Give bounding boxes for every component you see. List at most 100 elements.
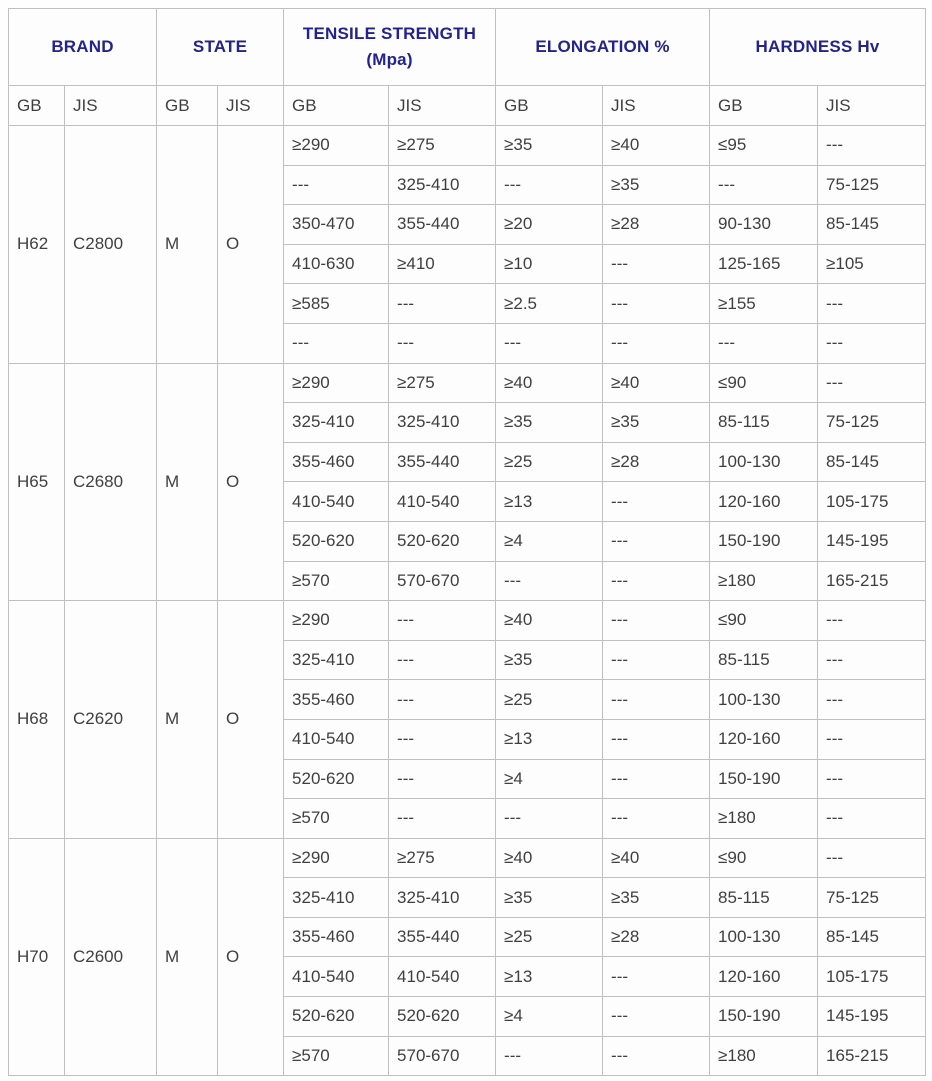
elongation-gb-cell: ≥13 xyxy=(495,481,604,522)
elongation-gb-cell: ≥2.5 xyxy=(495,283,604,324)
hardness-gb-cell: ≥180 xyxy=(709,798,819,839)
elongation-gb-cell: ≥35 xyxy=(495,639,604,681)
hardness-jis-cell: 145-195 xyxy=(817,520,927,562)
hardness-gb-cell: ≤95 xyxy=(709,125,819,166)
brand-gb-cell: H70 xyxy=(8,837,65,1077)
elongation-gb-cell: --- xyxy=(495,164,604,206)
elongation-gb-cell: ≥35 xyxy=(495,877,604,918)
tensile-jis-cell: --- xyxy=(388,322,497,364)
hardness-jis-cell: 85-145 xyxy=(817,916,927,958)
tensile-jis-cell: --- xyxy=(388,600,497,641)
tensile-gb-cell: --- xyxy=(283,322,390,364)
state-jis-cell: O xyxy=(217,837,285,1077)
hardness-jis-cell: --- xyxy=(817,283,927,324)
tensile-gb-cell: 410-540 xyxy=(283,718,390,760)
tensile-gb-cell: 355-460 xyxy=(283,679,390,720)
table-row: 410-630 ≥410 ≥10 --- 125-165 ≥105 xyxy=(9,243,927,285)
header-tensile-label: TENSILE STRENGTH xyxy=(302,24,477,43)
hardness-gb-cell: 85-115 xyxy=(709,402,819,443)
brand-jis-cell: C2600 xyxy=(63,837,158,1077)
hardness-jis-cell: --- xyxy=(817,758,927,800)
hardness-gb-cell: 100-130 xyxy=(709,916,819,958)
tensile-gb-cell: 325-410 xyxy=(283,639,390,681)
tensile-gb-cell: 410-540 xyxy=(283,481,390,522)
elongation-jis-cell: ≥40 xyxy=(602,837,711,879)
tensile-jis-cell: ≥275 xyxy=(388,362,497,404)
table-row: ≥570 570-670 --- --- ≥180 165-215 xyxy=(9,1035,927,1077)
hardness-gb-cell: --- xyxy=(709,322,819,364)
table-header: BRAND STATE TENSILE STRENGTH (Mpa) ELONG… xyxy=(7,8,927,126)
header-brand: BRAND xyxy=(7,8,158,86)
elongation-jis-cell: ≥35 xyxy=(602,164,711,206)
elongation-jis-cell: --- xyxy=(602,243,711,285)
tensile-jis-cell: --- xyxy=(388,283,497,324)
elongation-jis-cell: ≥40 xyxy=(602,362,711,404)
table-row: 355-460 355-440 ≥25 ≥28 100-130 85-145 xyxy=(9,441,927,483)
header-hardness: HARDNESS Hv xyxy=(709,8,927,86)
hardness-jis-cell: ≥105 xyxy=(817,243,927,285)
elongation-jis-cell: ≥35 xyxy=(602,402,711,443)
table-row: 350-470 355-440 ≥20 ≥28 90-130 85-145 xyxy=(9,204,927,245)
hardness-jis-cell: 165-215 xyxy=(817,1035,927,1077)
state-gb-cell: M xyxy=(156,362,219,602)
state-jis-cell: O xyxy=(217,125,285,364)
tensile-jis-cell: 325-410 xyxy=(388,164,497,206)
tensile-jis-cell: ≥275 xyxy=(388,837,497,879)
tensile-gb-cell: ≥290 xyxy=(283,600,390,641)
hardness-gb-cell: 90-130 xyxy=(709,204,819,245)
elongation-gb-cell: ≥10 xyxy=(495,243,604,285)
elongation-gb-cell: ≥35 xyxy=(495,402,604,443)
elongation-gb-cell: ≥4 xyxy=(495,996,604,1037)
hardness-jis-cell: 85-145 xyxy=(817,204,927,245)
tensile-jis-cell: 325-410 xyxy=(388,402,497,443)
tensile-jis-cell: ≥410 xyxy=(388,243,497,285)
table-row: 325-410 325-410 ≥35 ≥35 85-115 75-125 xyxy=(9,402,927,443)
tensile-gb-cell: ≥570 xyxy=(283,798,390,839)
elongation-gb-cell: ≥25 xyxy=(495,916,604,958)
tensile-jis-cell: 355-440 xyxy=(388,916,497,958)
state-gb-cell: M xyxy=(156,837,219,1077)
tensile-jis-cell: 410-540 xyxy=(388,481,497,522)
hardness-gb-cell: 150-190 xyxy=(709,758,819,800)
elongation-gb-cell: ≥25 xyxy=(495,679,604,720)
table-row: 410-540 410-540 ≥13 --- 120-160 105-175 xyxy=(9,481,927,522)
elongation-jis-cell: ≥35 xyxy=(602,877,711,918)
hardness-gb-cell: 85-115 xyxy=(709,877,819,918)
subheader-elongation-gb: GB xyxy=(495,85,604,126)
elongation-gb-cell: ≥13 xyxy=(495,956,604,998)
tensile-gb-cell: 355-460 xyxy=(283,916,390,958)
hardness-jis-cell: 145-195 xyxy=(817,996,927,1037)
tensile-jis-cell: --- xyxy=(388,798,497,839)
header-elongation-label: ELONGATION % xyxy=(535,37,670,56)
elongation-gb-cell: ≥35 xyxy=(495,125,604,166)
hardness-gb-cell: 100-130 xyxy=(709,441,819,483)
tensile-gb-cell: 325-410 xyxy=(283,402,390,443)
table-body: H62 C2800 M O ≥290 ≥275 ≥35 ≥40 ≤95 --- --- 325-410… xyxy=(8,125,927,1077)
hardness-gb-cell: ≤90 xyxy=(709,600,819,641)
brand-jis-cell: C2620 xyxy=(63,600,158,839)
brand-jis-cell: C2680 xyxy=(63,362,158,602)
tensile-gb-cell: 355-460 xyxy=(283,441,390,483)
elongation-jis-cell: ≥28 xyxy=(602,204,711,245)
header-state-label: STATE xyxy=(192,37,248,56)
hardness-gb-cell: ≤90 xyxy=(709,837,819,879)
table-row: 410-540 --- ≥13 --- 120-160 --- xyxy=(9,718,927,760)
elongation-gb-cell: ≥4 xyxy=(495,520,604,562)
hardness-gb-cell: ≥155 xyxy=(709,283,819,324)
header-elongation: ELONGATION % xyxy=(495,8,711,86)
elongation-jis-cell: --- xyxy=(602,639,711,681)
hardness-jis-cell: --- xyxy=(817,798,927,839)
brand-gb-cell: H65 xyxy=(8,362,65,602)
hardness-jis-cell: --- xyxy=(817,362,927,404)
hardness-gb-cell: 120-160 xyxy=(709,481,819,522)
tensile-gb-cell: 520-620 xyxy=(283,996,390,1037)
hardness-gb-cell: 150-190 xyxy=(709,996,819,1037)
tensile-gb-cell: 520-620 xyxy=(283,520,390,562)
table-row: H65 C2680 M O ≥290 ≥275 ≥40 ≥40 ≤90 --- xyxy=(8,362,927,602)
subheader-brand-jis: JIS xyxy=(63,85,158,126)
elongation-jis-cell: --- xyxy=(602,679,711,720)
tensile-gb-cell: --- xyxy=(283,164,390,206)
hardness-jis-cell: --- xyxy=(817,125,927,166)
tensile-jis-cell: 355-440 xyxy=(388,204,497,245)
elongation-gb-cell: --- xyxy=(495,1035,604,1077)
